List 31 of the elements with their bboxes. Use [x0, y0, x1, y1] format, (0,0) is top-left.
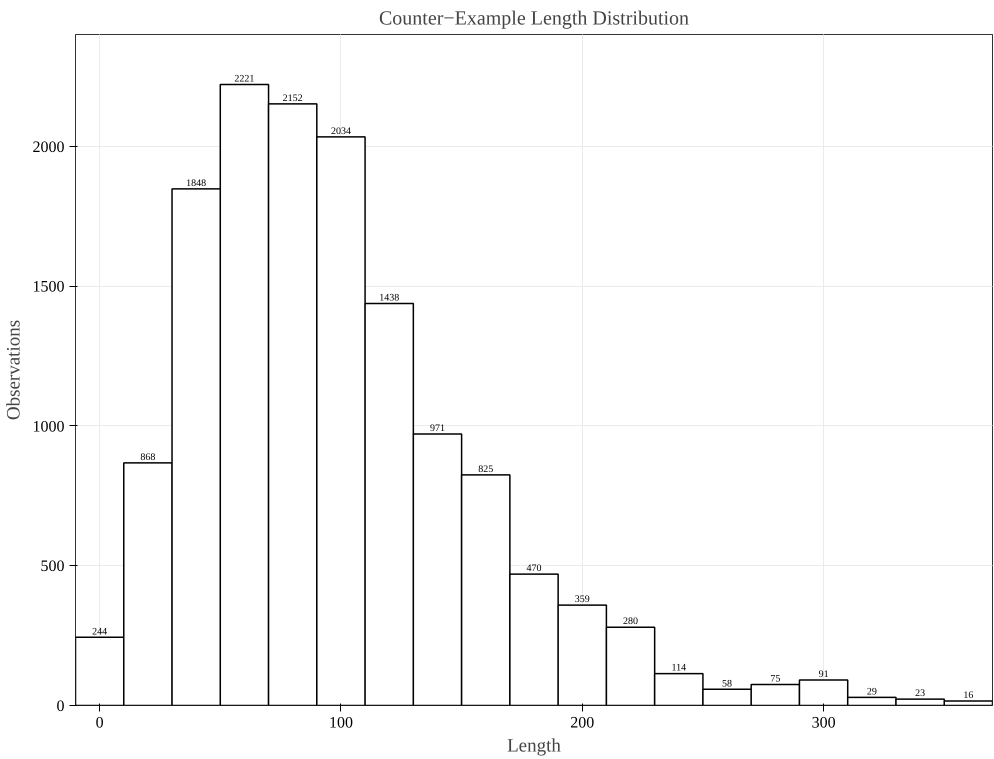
- y-tick-label: 2000: [32, 138, 64, 156]
- data-label: 2152: [282, 92, 303, 104]
- x-tick-label: 200: [570, 714, 594, 732]
- data-label: 2221: [234, 74, 254, 85]
- data-label: 868: [140, 452, 156, 463]
- data-label: 29: [866, 686, 877, 698]
- y-tick-label: 0: [56, 698, 64, 715]
- data-label: 91: [818, 669, 829, 680]
- data-label: 16: [963, 690, 974, 702]
- x-axis-title: Length: [507, 736, 562, 756]
- y-tick-label: 1500: [32, 278, 64, 296]
- data-label: 75: [770, 674, 780, 685]
- x-tick-label: 300: [812, 714, 836, 732]
- data-label: 244: [92, 626, 108, 638]
- x-tick-label: 0: [96, 714, 104, 732]
- data-label: 825: [478, 464, 494, 475]
- data-label: 971: [430, 423, 445, 434]
- y-tick-label: 1000: [32, 418, 64, 436]
- data-label: 2034: [330, 126, 351, 137]
- data-label: 359: [574, 594, 590, 606]
- data-label: 23: [915, 688, 926, 700]
- data-label: 280: [623, 616, 638, 628]
- y-tick-label: 500: [40, 558, 64, 576]
- data-label: 1848: [186, 178, 206, 189]
- data-label: 470: [526, 563, 542, 574]
- data-label: 58: [722, 678, 732, 690]
- y-axis-title: Observations: [4, 320, 24, 420]
- data-label: 1438: [379, 292, 400, 304]
- data-label: 114: [671, 662, 686, 674]
- x-tick-label: 100: [328, 714, 353, 732]
- chart-title: Counter−Example Length Distribution: [378, 8, 690, 30]
